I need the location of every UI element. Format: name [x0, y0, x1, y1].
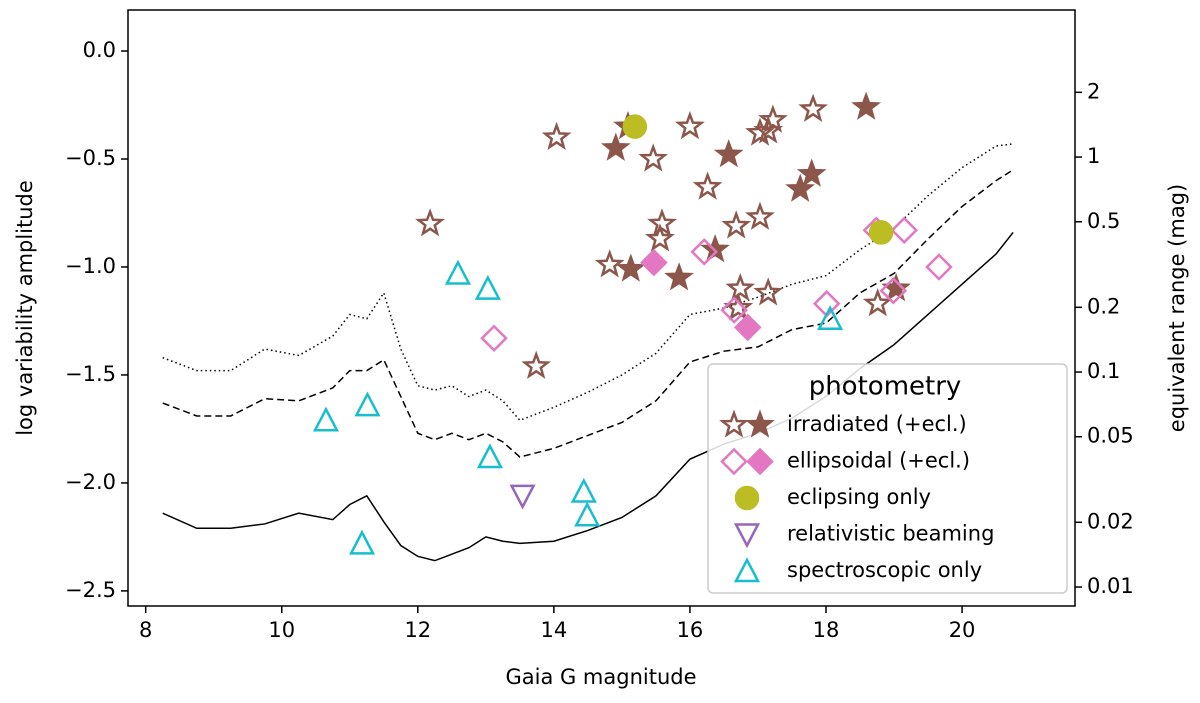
- legend-label: relativistic beaming: [787, 522, 994, 546]
- marker: [474, 274, 501, 300]
- marker: [723, 292, 754, 321]
- marker: [692, 171, 723, 200]
- marker: [312, 406, 340, 432]
- y2-tick-label: 0.02: [1087, 509, 1134, 533]
- x-tick-label: 20: [949, 618, 976, 642]
- marker: [594, 249, 625, 278]
- marker: [868, 220, 894, 245]
- legend-title: photometry: [809, 372, 962, 402]
- marker: [638, 143, 669, 172]
- x-tick-label: 16: [677, 618, 704, 642]
- marker: [796, 158, 827, 187]
- marker: [785, 173, 816, 202]
- marker: [415, 208, 445, 237]
- marker: [521, 350, 552, 379]
- y-tick-label: −0.5: [65, 146, 116, 170]
- marker: [640, 248, 668, 277]
- threshold-line: [162, 169, 1014, 458]
- x-axis-label: Gaia G magnitude: [505, 665, 696, 689]
- marker: [758, 104, 788, 133]
- legend-label: spectroscopic only: [787, 558, 982, 582]
- marker: [541, 121, 572, 151]
- marker: [879, 276, 908, 305]
- marker: [925, 253, 953, 281]
- marker: [851, 91, 882, 120]
- marker: [444, 259, 472, 285]
- y2-tick-label: 0.05: [1087, 424, 1134, 448]
- marker: [700, 234, 730, 263]
- marker: [720, 296, 748, 324]
- marker: [476, 443, 503, 469]
- marker: [570, 477, 597, 503]
- x-tick-label: 18: [813, 618, 840, 642]
- marker: [745, 117, 775, 146]
- marker: [745, 409, 775, 438]
- marker: [745, 201, 775, 230]
- marker: [746, 447, 774, 476]
- threshold-line: [162, 143, 1014, 422]
- marker: [664, 262, 694, 291]
- y2-tick-label: 0.2: [1087, 294, 1120, 318]
- marker: [622, 114, 648, 139]
- marker: [798, 93, 828, 122]
- y2-tick-label: 1: [1087, 144, 1100, 168]
- marker: [675, 110, 705, 140]
- marker: [862, 288, 893, 317]
- y-axis-label: log variability amplitude: [13, 180, 37, 436]
- marker: [720, 447, 748, 476]
- marker: [509, 484, 536, 510]
- y-tick-label: −2.5: [65, 578, 116, 602]
- legend-label: ellipsoidal (+ecl.): [787, 449, 970, 473]
- legend-label: irradiated (+ecl.): [787, 412, 967, 436]
- marker: [753, 277, 784, 306]
- marker: [354, 391, 381, 417]
- marker: [574, 501, 601, 527]
- marker: [721, 210, 752, 239]
- marker: [725, 273, 756, 302]
- y-tick-label: −2.0: [65, 470, 116, 494]
- x-tick-label: 10: [268, 618, 295, 642]
- y2-tick-label: 2: [1087, 79, 1100, 103]
- marker: [733, 523, 761, 549]
- marker: [734, 313, 762, 342]
- x-tick-label: 8: [139, 618, 152, 642]
- marker: [615, 253, 646, 282]
- y2-tick-label: 0.5: [1087, 209, 1120, 233]
- marker: [817, 305, 844, 331]
- marker: [713, 139, 744, 168]
- marker: [690, 238, 718, 266]
- x-tick-label: 12: [404, 618, 431, 642]
- marker: [733, 557, 761, 583]
- y2-tick-label: 0.1: [1087, 359, 1120, 383]
- marker: [600, 132, 631, 161]
- marker: [753, 115, 784, 144]
- legend-box: [707, 363, 1068, 594]
- marker: [719, 409, 749, 438]
- legend: photometry irradiated (+ecl.) ellipsoidal …: [707, 363, 1068, 594]
- marker: [480, 324, 508, 352]
- x-tick-label: 14: [541, 618, 568, 642]
- marker: [734, 485, 760, 511]
- marker: [348, 529, 376, 555]
- plot-frame: [127, 9, 1076, 607]
- y-tick-label: −1.0: [65, 254, 116, 278]
- y2-axis-label: equivalent range (mag): [1165, 184, 1189, 432]
- y-tick-label: 0.0: [83, 38, 116, 62]
- y-tick-label: −1.5: [65, 362, 116, 386]
- legend-label: eclipsing only: [787, 485, 931, 509]
- y2-tick-label: 0.01: [1087, 574, 1134, 598]
- marker: [645, 223, 675, 252]
- marker: [890, 216, 919, 245]
